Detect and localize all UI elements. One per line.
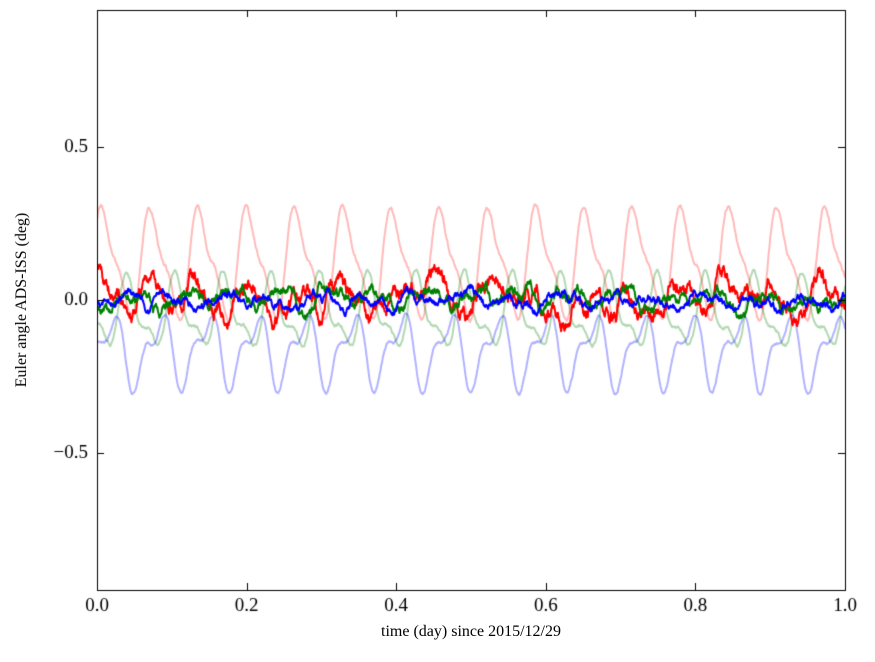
x-axis-label: time (day) since 2015/12/29 bbox=[381, 623, 561, 640]
y-axis-label: Euler angle ADS-ISS (deg) bbox=[13, 212, 30, 388]
